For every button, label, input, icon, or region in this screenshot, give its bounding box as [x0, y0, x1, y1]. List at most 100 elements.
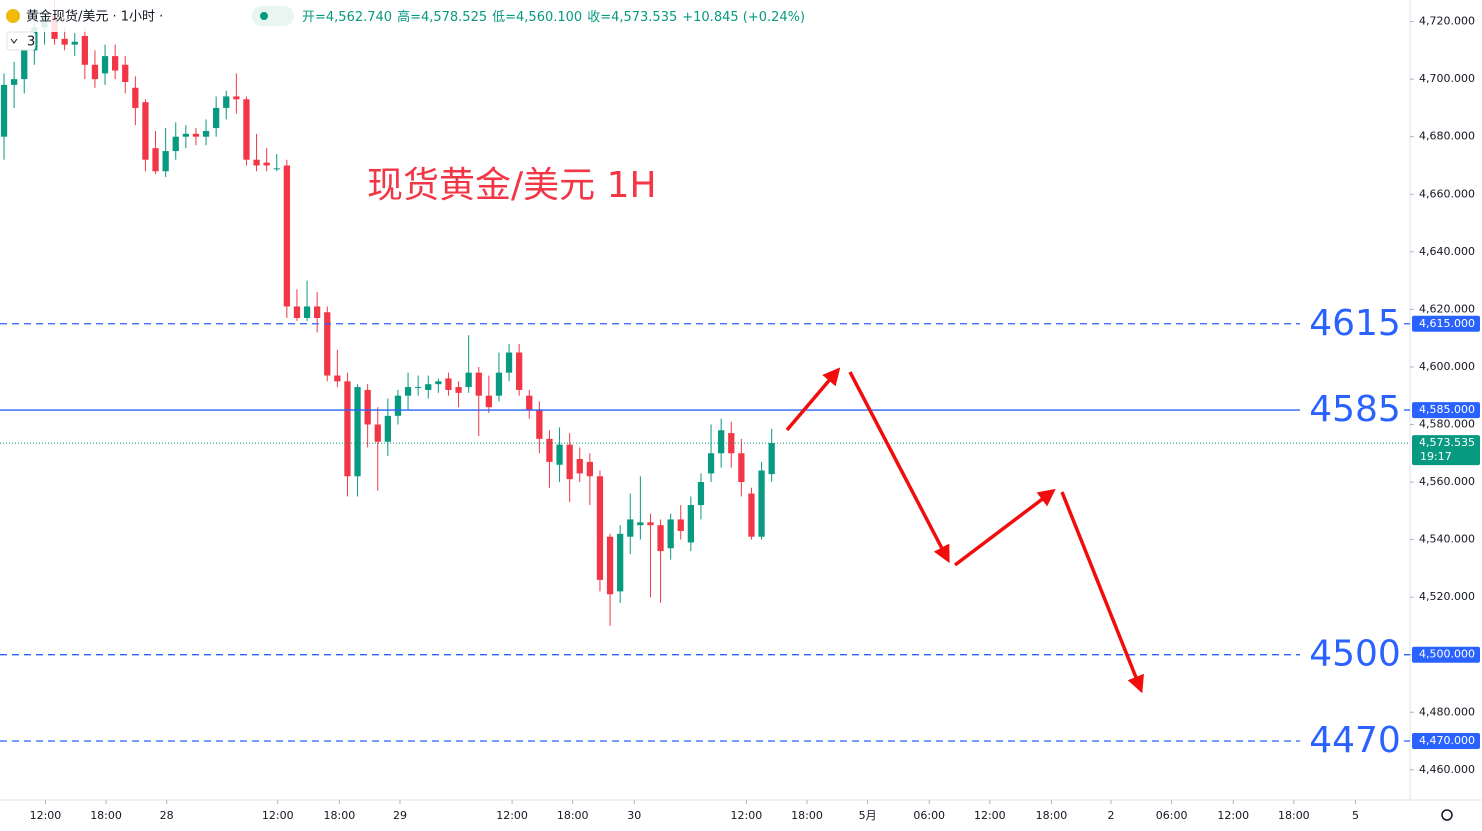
candle-body [11, 79, 18, 85]
status-pill[interactable] [252, 6, 294, 26]
candle-body [112, 56, 119, 71]
header-bg [0, 0, 745, 32]
last-price-label: 4,573.535 [1419, 436, 1475, 449]
ohlc: 开=4,562.740 高=4,578.525 低=4,560.100 收=4,573… [302, 9, 805, 25]
projection-arrows [785, 367, 1144, 694]
x-tick-label: 06:00 [913, 809, 945, 822]
candle-body [748, 493, 755, 537]
countdown: 19:17 [1420, 450, 1452, 463]
x-tick-label: 30 [627, 809, 641, 822]
level-badge [1412, 733, 1480, 750]
y-tick-label: 4,640.000 [1419, 245, 1475, 258]
candle-body [657, 525, 664, 552]
symbol[interactable]: 黄金现货/美元 · 1小时 · [26, 9, 163, 25]
candle-body [263, 162, 270, 166]
candle-body [495, 372, 503, 396]
candle-body [334, 375, 341, 382]
settings-icon[interactable] [1441, 809, 1453, 821]
candle-body [122, 64, 129, 83]
x-tick-label: 5 [1352, 809, 1359, 822]
x-tick-label: 06:00 [1156, 809, 1188, 822]
candle-body [303, 306, 311, 318]
indicator-count: 3 [27, 35, 35, 50]
candle-body [596, 476, 604, 580]
change: +10.845 (+0.24%) [682, 10, 805, 25]
candle-body [687, 505, 694, 543]
y-tick-label: 4,600.000 [1419, 360, 1475, 373]
level-badge [1412, 646, 1480, 663]
candle-body [223, 96, 230, 108]
candle-body [768, 443, 775, 475]
level-label: 4470 [1309, 720, 1401, 761]
candle-body [101, 56, 109, 74]
x-tick-label: 12:00 [30, 809, 62, 822]
candle-body [465, 372, 472, 388]
candle-body [132, 87, 139, 108]
candle-body [445, 378, 452, 390]
level-badge-label: 4,615.000 [1419, 317, 1475, 330]
candle-body [516, 352, 523, 390]
level-label: 4615 [1309, 303, 1401, 344]
level-label-bg [1300, 388, 1404, 433]
candle-body [293, 306, 301, 318]
candle-body [505, 352, 513, 373]
y-tick-label: 4,460.000 [1419, 763, 1475, 776]
candle-body [576, 459, 583, 474]
arrow [848, 371, 950, 564]
candle-body [324, 312, 331, 376]
candle-body [667, 519, 674, 549]
candle-body [586, 461, 593, 477]
candle-body [253, 159, 260, 166]
y-tick-label: 4,480.000 [1419, 705, 1475, 718]
candle-body [142, 102, 149, 160]
candle-body [384, 415, 391, 442]
level-label-bg [1300, 632, 1404, 677]
y-tick-label: 4,560.000 [1419, 475, 1475, 488]
y-tick-label: 4,700.000 [1419, 72, 1475, 85]
candle-body [546, 438, 553, 462]
x-tick-label: 18:00 [90, 809, 122, 822]
candle-body [192, 133, 200, 137]
candle-body [202, 130, 210, 137]
candle-body [243, 99, 250, 160]
candle-body [566, 444, 573, 480]
x-tick-label: 2 [1108, 809, 1115, 822]
candle-body [415, 387, 422, 389]
x-tick-label: 12:00 [1217, 809, 1249, 822]
candle-body [556, 444, 563, 465]
x-tick-label: 12:00 [262, 809, 294, 822]
candle-body [364, 389, 371, 425]
candle-body [172, 136, 179, 152]
ohlc-item: 收=4,573.535 [587, 10, 677, 25]
symbol-icon [6, 9, 20, 23]
candle-body [707, 453, 715, 474]
candle-body [455, 387, 462, 393]
y-tick-label: 4,620.000 [1419, 302, 1475, 315]
candle-body [617, 533, 624, 592]
x-tick-label: 28 [160, 809, 174, 822]
candle-body [182, 133, 189, 137]
candle-body [61, 38, 68, 45]
candle-body [738, 453, 745, 483]
candle-body [718, 430, 725, 454]
candle-body [344, 381, 351, 477]
candle-body [485, 395, 492, 408]
y-tick-label: 4,660.000 [1419, 187, 1475, 200]
candle-body [354, 387, 361, 477]
x-tick-label: 18:00 [557, 809, 589, 822]
header: 黄金现货/美元 · 1小时 · 开=4,562.740 高=4,578.525 低=… [0, 0, 805, 51]
status-dot [260, 12, 268, 20]
level-badge-label: 4,585.000 [1419, 403, 1475, 416]
ohlc-item: 高=4,578.525 [397, 9, 487, 25]
candle-body [213, 107, 220, 129]
candle-body [677, 519, 684, 531]
x-tick-label: 29 [393, 809, 407, 822]
indicator-toggle[interactable] [6, 31, 36, 51]
annotation-title: 现货黄金/美元 1H [367, 165, 657, 206]
arrow [785, 367, 841, 432]
candle-body [91, 64, 99, 80]
x-tick-label: 12:00 [496, 809, 528, 822]
candle-body [71, 41, 78, 45]
candle-body [475, 372, 482, 396]
